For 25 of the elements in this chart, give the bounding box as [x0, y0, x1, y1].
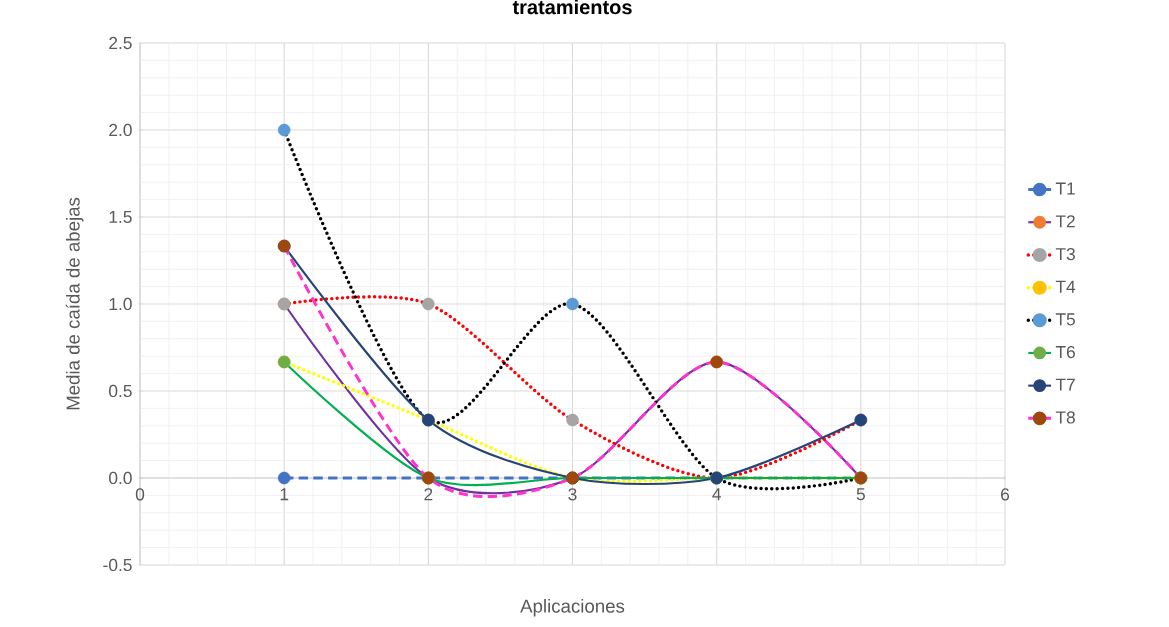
- y-tick-label: 1.5: [109, 210, 132, 224]
- legend-label: T3: [1055, 247, 1075, 261]
- legend-label: T5: [1055, 313, 1075, 326]
- legend-label: T8: [1055, 411, 1075, 424]
- x-tick-label: 3: [568, 488, 577, 501]
- y-tick-label: 0.5: [109, 384, 132, 398]
- legend-label: T4: [1055, 280, 1076, 293]
- x-tick-label: 1: [280, 488, 289, 501]
- y-tick-label: 1.0: [109, 297, 132, 311]
- y-tick-label: 0.0: [109, 471, 132, 485]
- legend-label: T1: [1055, 182, 1075, 195]
- x-axis-title: Aplicaciones: [520, 599, 625, 617]
- y-tick-label: 2.5: [109, 36, 132, 50]
- x-tick-label: 6: [1001, 488, 1010, 501]
- x-tick-label: 2: [424, 488, 433, 501]
- legend-label: T7: [1055, 378, 1075, 391]
- legend-label: T6: [1055, 345, 1075, 359]
- chart-title: tratamientos: [512, 0, 632, 15]
- y-axis-title: Media de caída de abejas: [65, 197, 84, 410]
- x-tick-label: 0: [135, 488, 145, 501]
- y-tick-label: -0.5: [103, 558, 132, 572]
- x-tick-label: 4: [712, 488, 721, 501]
- y-tick-label: 2.0: [109, 123, 132, 137]
- legend-label: T2: [1055, 215, 1075, 228]
- x-tick-label: 5: [856, 488, 865, 501]
